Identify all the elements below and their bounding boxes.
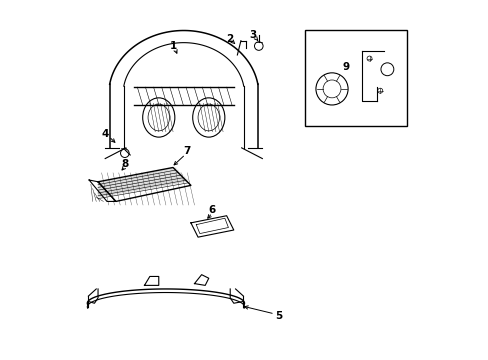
Text: 2: 2 xyxy=(226,34,233,44)
Text: 1: 1 xyxy=(169,41,176,51)
Text: 5: 5 xyxy=(274,311,282,321)
Bar xyxy=(305,30,406,126)
Text: 6: 6 xyxy=(208,205,216,215)
Text: 4: 4 xyxy=(102,129,109,139)
Text: 3: 3 xyxy=(249,30,257,40)
Text: 8: 8 xyxy=(121,159,128,169)
Text: 7: 7 xyxy=(183,147,191,157)
Text: 9: 9 xyxy=(342,63,349,72)
